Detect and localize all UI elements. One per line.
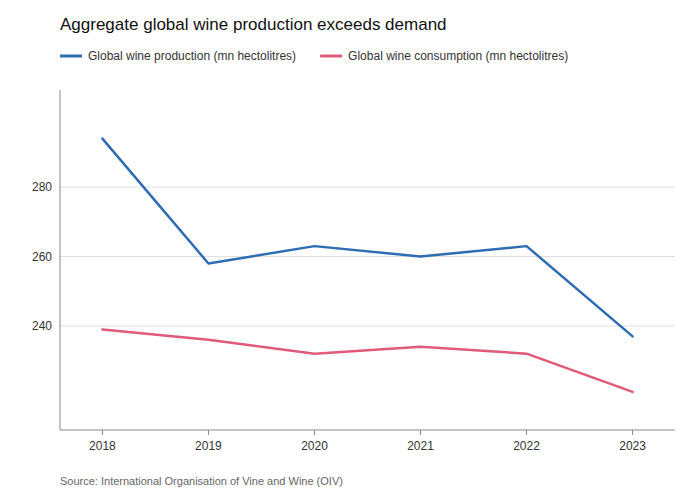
grid <box>60 187 675 326</box>
grid-line <box>60 256 675 257</box>
annotation: Source: International Organisation of Vi… <box>60 475 343 487</box>
x-tick <box>420 430 421 435</box>
x-tick-label: 2022 <box>513 439 540 453</box>
series-line <box>102 139 632 337</box>
x-tick <box>208 430 209 435</box>
x-tick-label: 2021 <box>407 439 434 453</box>
x-tick <box>526 430 527 435</box>
y-tick-label: 260 <box>32 250 52 264</box>
x-tick-label: 2019 <box>195 439 222 453</box>
legend-swatch <box>320 55 342 58</box>
title: Aggregate global wine production exceeds… <box>60 15 447 34</box>
grid-line <box>60 187 675 188</box>
x-tick <box>102 430 103 435</box>
x-tick-label: 2018 <box>89 439 116 453</box>
legend-label: Global wine production (mn hectolitres) <box>88 49 296 63</box>
y-axis-line <box>60 90 61 430</box>
x-tick-label: 2020 <box>301 439 328 453</box>
x-tick <box>314 430 315 435</box>
x-axis-line <box>60 430 675 431</box>
legend-label: Global wine consumption (mn hectolitres) <box>348 49 568 63</box>
series-line <box>102 329 632 391</box>
legend: Global wine production (mn hectolitres) G… <box>60 49 568 63</box>
y-tick-label: 280 <box>32 180 52 194</box>
y-tick-label: 240 <box>32 319 52 333</box>
x-tick <box>632 430 633 435</box>
chart: Aggregate global wine production exceeds… <box>0 0 700 500</box>
x-tick-label: 2023 <box>619 439 646 453</box>
series-group <box>102 139 632 392</box>
legend-swatch <box>60 55 82 58</box>
grid-line <box>60 325 675 326</box>
